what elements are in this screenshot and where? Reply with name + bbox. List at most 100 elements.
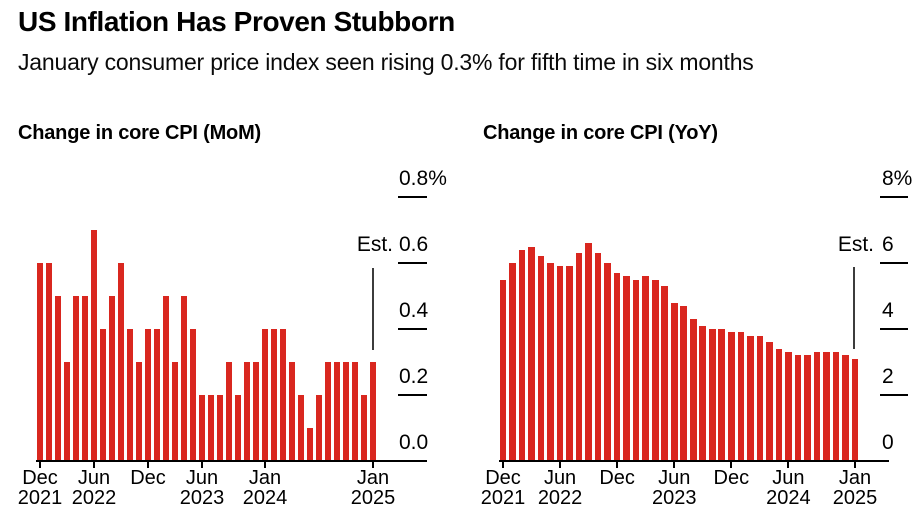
yoy-bar-nov-2024 bbox=[832, 352, 840, 461]
mom-bar-feb-2024 bbox=[270, 329, 278, 461]
yoy-bar-oct-2023 bbox=[708, 329, 716, 461]
mom-x-label-year: 2025 bbox=[350, 487, 396, 509]
yoy-y-tickmark bbox=[880, 328, 908, 330]
mom-bar-dec-2022 bbox=[144, 329, 152, 461]
yoy-bar-aug-2023 bbox=[689, 319, 697, 461]
mom-bar-jan-2022 bbox=[45, 263, 53, 461]
mom-bar-oct-2024 bbox=[342, 362, 350, 461]
mom-bar-oct-2023 bbox=[234, 395, 242, 461]
yoy-x-label-year: 2021 bbox=[480, 487, 526, 509]
mom-bar-may-2022 bbox=[81, 296, 89, 461]
yoy-bar-apr-2024 bbox=[766, 342, 773, 461]
yoy-x-label-month: Dec bbox=[713, 467, 750, 489]
mom-x-label-year: 2023 bbox=[179, 487, 225, 509]
yoy-x-label-year: 2025 bbox=[832, 487, 878, 509]
yoy-est-line bbox=[853, 267, 855, 349]
mom-y-tickmark bbox=[398, 394, 427, 396]
mom-x-label-year: 2022 bbox=[71, 487, 117, 509]
mom-x-label-month: Dec bbox=[130, 467, 166, 489]
mom-bar-mar-2023 bbox=[171, 362, 179, 461]
yoy-bar-oct-2022 bbox=[594, 253, 602, 461]
mom-y-label: 0.0 bbox=[399, 431, 429, 454]
mom-bar-apr-2023 bbox=[180, 296, 188, 461]
yoy-bar-apr-2023 bbox=[651, 279, 659, 461]
yoy-y-label: 2 bbox=[882, 365, 894, 388]
mom-x-axis bbox=[36, 460, 427, 462]
yoy-bar-jun-2024 bbox=[785, 352, 792, 461]
yoy-bar-feb-2023 bbox=[632, 279, 640, 461]
mom-x-tickmark bbox=[264, 462, 266, 468]
yoy-x-label-month: Jun bbox=[658, 467, 691, 489]
mom-est-label: Est. bbox=[356, 233, 393, 256]
page-title: US Inflation Has Proven Stubborn bbox=[18, 6, 455, 37]
mom-bar-aug-2024 bbox=[324, 362, 332, 461]
mom-y-label: 0.8% bbox=[399, 167, 447, 190]
yoy-bar-oct-2024 bbox=[823, 352, 830, 461]
mom-bar-jun-2023 bbox=[198, 395, 206, 461]
mom-bar-dec-2021 bbox=[36, 263, 44, 461]
mom-x-label-month: Jun bbox=[77, 467, 111, 489]
mom-bar-may-2024 bbox=[297, 395, 305, 461]
mom-bar-jul-2024 bbox=[315, 395, 323, 461]
mom-bar-jun-2022 bbox=[90, 230, 98, 461]
mom-bar-sep-2024 bbox=[333, 362, 341, 461]
yoy-bar-jul-2023 bbox=[680, 305, 688, 461]
yoy-bar-feb-2022 bbox=[518, 249, 526, 461]
mom-chart-title: Change in core CPI (MoM) bbox=[18, 122, 261, 144]
yoy-bar-may-2024 bbox=[775, 348, 783, 461]
mom-x-label-month: Jun bbox=[185, 467, 219, 489]
yoy-bar-dec-2022 bbox=[613, 272, 621, 461]
mom-est-line bbox=[371, 268, 374, 350]
yoy-bar-sep-2024 bbox=[813, 352, 821, 461]
yoy-x-tickmark bbox=[559, 462, 562, 468]
mom-bar-aug-2022 bbox=[108, 296, 116, 461]
yoy-bar-nov-2023 bbox=[718, 329, 726, 461]
mom-bar-dec-2023 bbox=[252, 362, 260, 461]
yoy-chart-title: Change in core CPI (YoY) bbox=[483, 122, 718, 144]
mom-bar-feb-2022 bbox=[54, 296, 62, 461]
yoy-bar-jan-2025 bbox=[851, 358, 859, 461]
mom-bar-jan-2025 bbox=[369, 362, 377, 461]
yoy-bar-sep-2022 bbox=[585, 243, 592, 461]
yoy-x-tickmark bbox=[502, 462, 504, 468]
mom-x-label-year: 2021 bbox=[17, 487, 63, 509]
mom-y-tickmark bbox=[398, 262, 427, 264]
yoy-y-tickmark bbox=[880, 394, 908, 396]
yoy-y-label: 6 bbox=[882, 233, 894, 256]
yoy-bar-aug-2022 bbox=[575, 253, 583, 461]
mom-x-tickmark bbox=[147, 462, 149, 468]
mom-x-tickmark bbox=[93, 462, 95, 468]
yoy-x-label-month: Dec bbox=[599, 467, 635, 489]
yoy-bar-mar-2023 bbox=[642, 276, 649, 461]
yoy-bar-mar-2024 bbox=[756, 335, 764, 461]
mom-bar-jul-2022 bbox=[99, 329, 107, 461]
mom-bar-dec-2024 bbox=[360, 395, 368, 461]
yoy-bar-aug-2024 bbox=[804, 355, 811, 461]
yoy-y-label: 0 bbox=[882, 431, 894, 454]
yoy-x-tickmark bbox=[787, 462, 790, 468]
mom-x-label-month: Dec bbox=[22, 467, 58, 489]
mom-bar-apr-2024 bbox=[288, 362, 296, 461]
yoy-est-label: Est. bbox=[837, 233, 874, 256]
yoy-bar-jan-2024 bbox=[737, 332, 745, 461]
mom-bar-oct-2022 bbox=[126, 329, 134, 461]
mom-bar-apr-2022 bbox=[72, 296, 80, 461]
mom-bar-jan-2024 bbox=[261, 329, 269, 461]
yoy-bar-jan-2022 bbox=[509, 263, 516, 461]
yoy-bar-jul-2024 bbox=[794, 355, 802, 461]
mom-bar-nov-2023 bbox=[243, 362, 251, 461]
yoy-bar-jan-2023 bbox=[623, 276, 630, 461]
mom-y-tickmark bbox=[398, 196, 427, 198]
yoy-x-tickmark bbox=[730, 462, 733, 468]
mom-x-tickmark bbox=[201, 462, 203, 468]
yoy-y-label: 8% bbox=[882, 167, 913, 190]
mom-x-label-month: Jan bbox=[248, 467, 282, 489]
mom-bar-jul-2023 bbox=[207, 395, 215, 461]
mom-bar-sep-2022 bbox=[117, 263, 125, 461]
yoy-bar-mar-2022 bbox=[528, 246, 535, 461]
yoy-y-tickmark bbox=[880, 262, 908, 264]
mom-bar-jun-2024 bbox=[306, 428, 314, 461]
yoy-bar-sep-2023 bbox=[699, 325, 707, 461]
mom-bar-mar-2024 bbox=[279, 329, 287, 461]
